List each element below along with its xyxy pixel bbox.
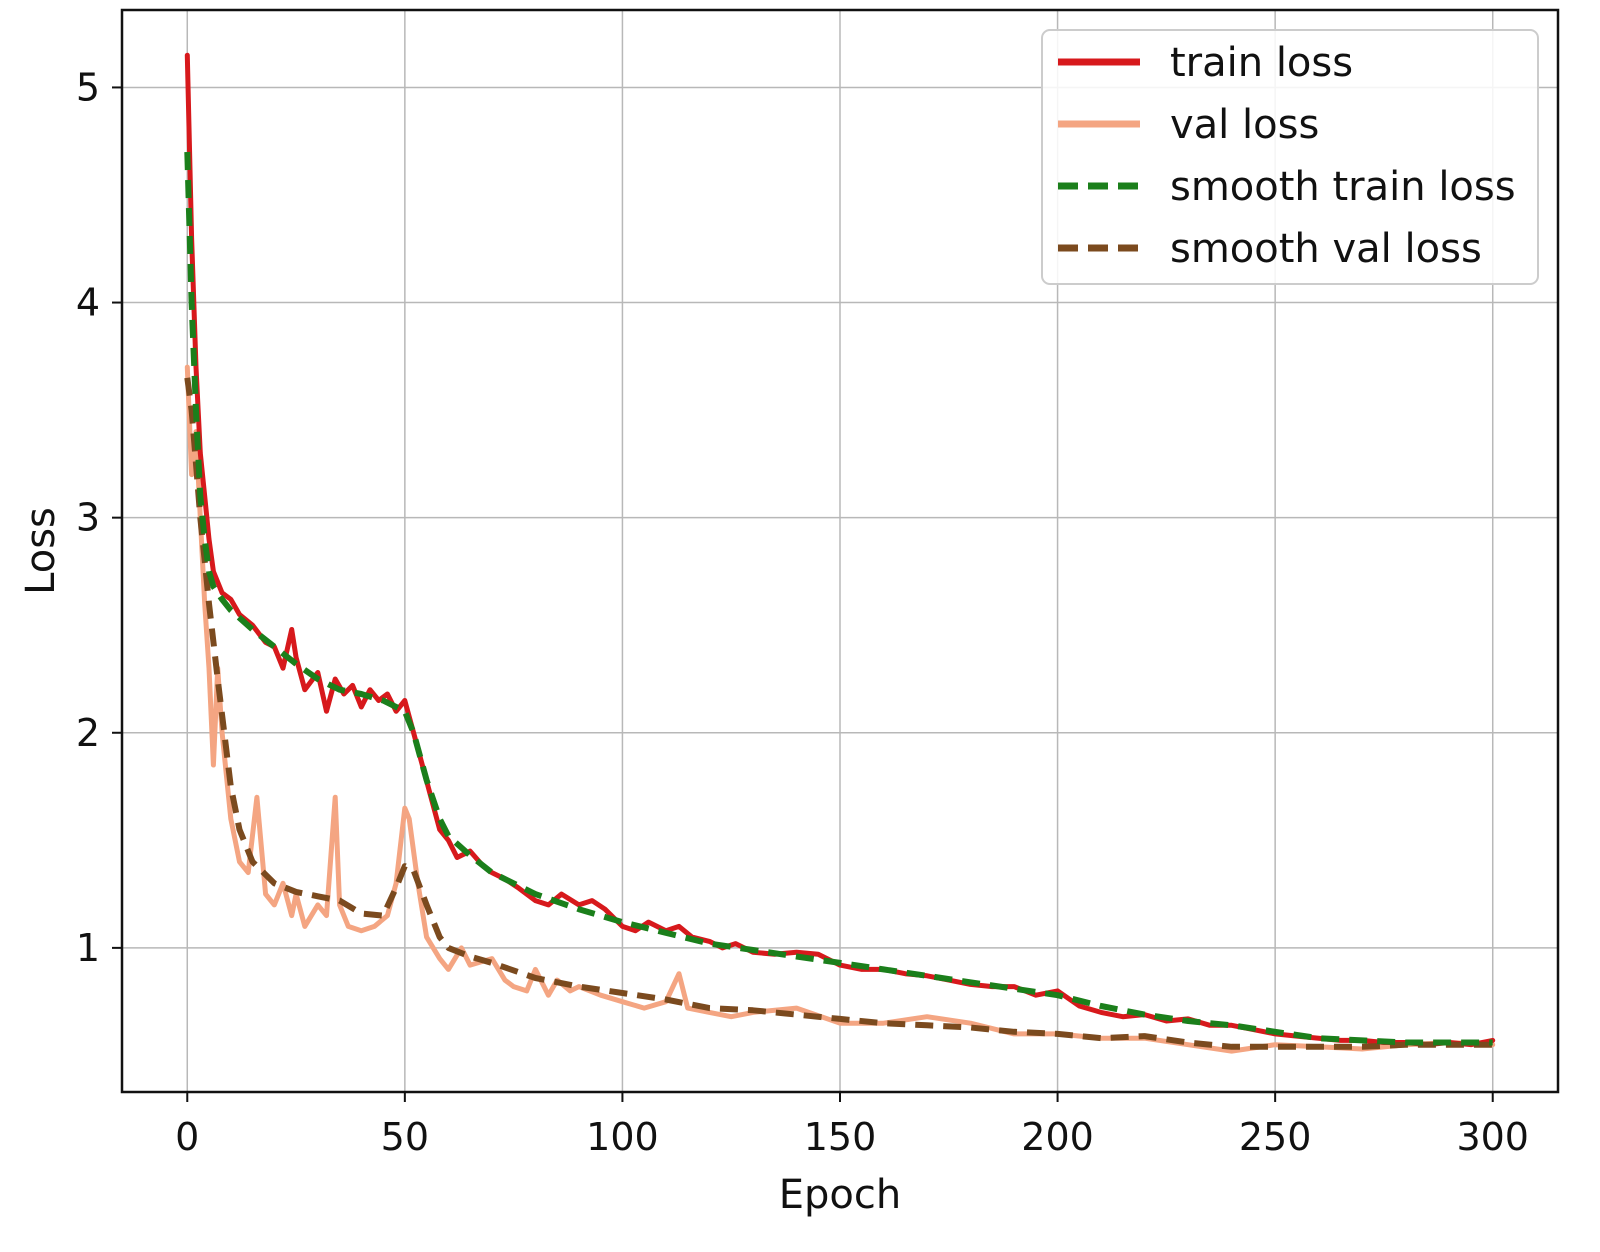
y-tick-label: 2 — [76, 711, 100, 755]
legend: train loss val loss smooth train loss smoot… — [1041, 29, 1539, 285]
legend-item: train loss — [1058, 40, 1353, 86]
series-layer — [184, 52, 1496, 1054]
y-tick-label: 4 — [76, 281, 100, 325]
legend-item: val loss — [1058, 102, 1319, 148]
y-axis-title: Loss — [18, 507, 64, 595]
series-line-train-loss — [184, 52, 1496, 1048]
legend-item: smooth train loss — [1058, 164, 1516, 210]
x-axis-title: Epoch — [779, 1172, 901, 1218]
legend-label: smooth train loss — [1170, 164, 1516, 210]
legend-label: smooth val loss — [1170, 226, 1482, 272]
legend-box — [1041, 29, 1539, 285]
x-tick-label: 150 — [804, 1115, 877, 1159]
legend-item: smooth val loss — [1058, 226, 1482, 272]
x-axis: 0 50 100 150 200 250 300 — [175, 1092, 1529, 1159]
x-tick-label: 50 — [381, 1115, 429, 1159]
x-tick-label: 250 — [1239, 1115, 1312, 1159]
y-tick-label: 5 — [76, 65, 100, 109]
legend-label: train loss — [1170, 40, 1353, 86]
y-tick-label: 1 — [76, 926, 100, 970]
y-axis: 1 2 3 4 5 — [76, 65, 122, 970]
x-tick-label: 300 — [1456, 1115, 1529, 1159]
x-tick-label: 0 — [175, 1115, 199, 1159]
x-tick-label: 100 — [586, 1115, 659, 1159]
grid — [122, 10, 1558, 1092]
legend-label: val loss — [1170, 102, 1319, 148]
series-line-smooth-train-loss — [184, 151, 1493, 1046]
x-tick-label: 200 — [1021, 1115, 1094, 1159]
y-tick-label: 3 — [76, 496, 100, 540]
